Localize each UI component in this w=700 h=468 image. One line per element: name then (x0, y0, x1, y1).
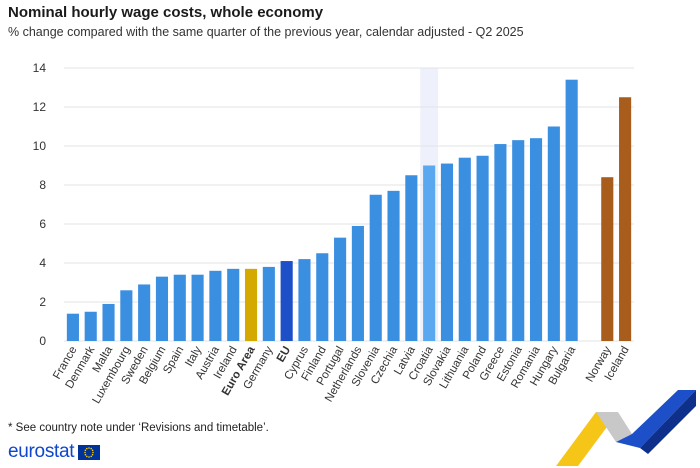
bar (334, 237, 347, 341)
bar (369, 194, 382, 341)
bar (423, 165, 436, 341)
bar (529, 138, 543, 341)
bar (120, 290, 133, 341)
bar (191, 274, 204, 341)
bar-chart: 02468101214FranceDenmarkMaltaLuxembourgS… (33, 61, 634, 406)
bar (601, 177, 614, 341)
bar (565, 79, 578, 341)
y-tick-label: 14 (33, 61, 47, 75)
decorative-chevron-graphic (556, 390, 696, 466)
bar (316, 253, 329, 341)
bar (138, 284, 151, 341)
country-note: * See country note under ‘Revisions and … (8, 422, 269, 434)
bar (512, 140, 525, 341)
chart-subtitle: % change compared with the same quarter … (8, 25, 524, 39)
bar (476, 155, 489, 341)
chart-title: Nominal hourly wage costs, whole economy (8, 4, 324, 21)
y-tick-label: 10 (33, 139, 47, 153)
bar (405, 175, 418, 341)
bar (280, 261, 293, 341)
eu-flag-icon (78, 444, 101, 460)
bar (387, 190, 400, 341)
eurostat-logo: eurostat (8, 441, 101, 463)
bar (227, 268, 240, 341)
logo-text: eurostat (8, 441, 75, 462)
bar (494, 144, 507, 341)
bar (209, 270, 222, 341)
bar (155, 276, 169, 341)
bar (244, 268, 258, 341)
y-tick-label: 12 (33, 100, 47, 114)
bar (173, 274, 186, 341)
bar (298, 259, 311, 341)
y-tick-label: 6 (39, 217, 46, 231)
bar (262, 266, 275, 341)
bar (458, 157, 471, 341)
y-tick-label: 4 (39, 256, 46, 270)
bar (440, 163, 454, 341)
y-tick-label: 8 (39, 178, 46, 192)
bar (547, 126, 560, 341)
y-tick-label: 2 (39, 295, 46, 309)
bar (351, 225, 364, 341)
bar (102, 303, 115, 341)
bar (66, 313, 79, 341)
y-tick-label: 0 (39, 334, 46, 348)
bar (619, 97, 632, 341)
bar (84, 311, 97, 341)
